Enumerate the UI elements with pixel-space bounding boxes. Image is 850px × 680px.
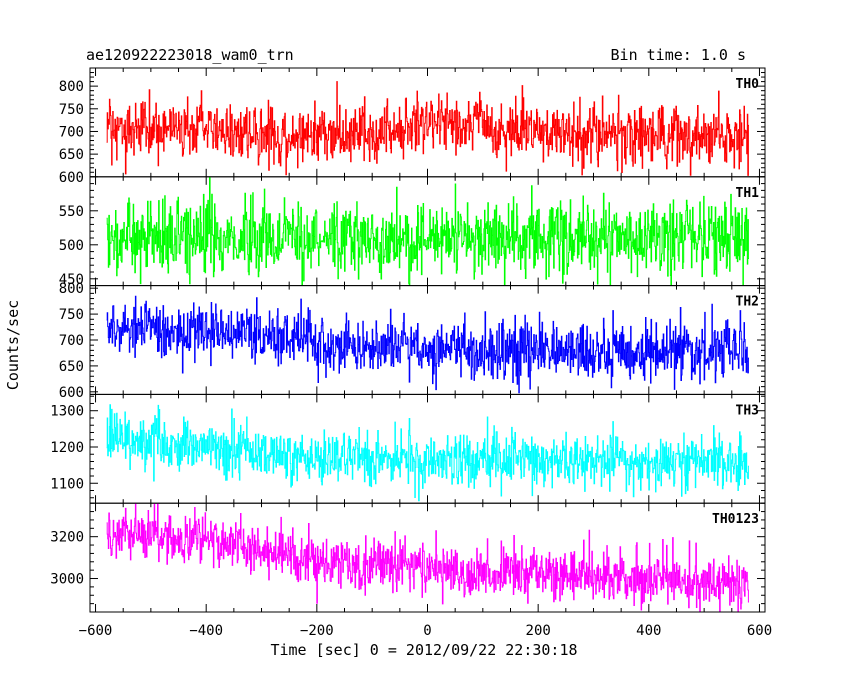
y-tick-label: 800 [59,281,84,297]
y-tick-label: 700 [59,125,84,141]
y-axis-title: Counts/sec [4,300,22,390]
x-tick-label: −600 [79,623,113,639]
panel-th1: 450 500 550 TH1 [59,176,766,288]
x-axis-title: Time [sec] 0 = 2012/09/22 22:30:18 [270,641,577,659]
panel-label: TH0123 [712,512,759,527]
series-th3 [106,404,749,502]
y-tick-label: 750 [59,102,84,118]
x-tick-label: 200 [526,623,551,639]
y-tick-label: 750 [59,307,84,323]
series-th1 [106,176,749,286]
y-tick-label: 650 [59,147,84,163]
series-th0 [106,81,749,176]
panel-label: TH0 [736,77,760,92]
x-tick-label: 400 [636,623,661,639]
series-th2 [106,295,749,394]
x-tick-label: −200 [300,623,334,639]
x-tick-label: 0 [423,623,431,639]
panel-th2: 600 650 700 750 800 TH2 [59,281,766,401]
y-tick-label: 600 [59,385,84,401]
y-tick-label: 500 [59,238,84,254]
y-tick-label: 700 [59,333,84,349]
panel-label: TH2 [736,295,759,310]
panel-frame [89,67,766,178]
panel-label: TH3 [736,403,759,418]
y-tick-label: 650 [59,359,84,375]
y-tick-label: 3000 [50,572,84,588]
y-tick-label: 3200 [50,530,84,546]
panel-th0: 600 650 700 750 800 TH0 [59,67,766,186]
x-axis: −600 −400 −200 0 200 400 600 [79,623,773,639]
x-tick-label: −400 [189,623,223,639]
panel-th3: 1100 1200 1300 TH3 [50,393,766,504]
y-tick-label: 800 [59,79,84,95]
y-tick-label: 1100 [50,476,84,492]
observation-id: ae120922223018_wam0_trn [86,46,294,64]
panel-th0123: 3000 3200 TH0123 [50,502,766,613]
y-tick-label: 450 [59,272,84,288]
panel-label: TH1 [736,186,760,201]
y-tick-label: 600 [59,170,84,186]
x-tick-label: 600 [747,623,772,639]
y-tick-label: 1200 [50,440,84,456]
panels: 600 650 700 750 800 TH0 450 500 550 TH1 600 650 700 7… [50,67,766,613]
y-tick-label: 1300 [50,404,84,420]
bin-time-label: Bin time: 1.0 s [611,46,746,64]
series-th0123 [106,503,749,613]
y-tick-label: 550 [59,204,84,220]
